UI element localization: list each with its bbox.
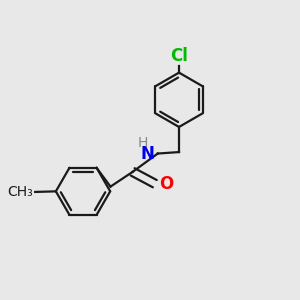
Text: O: O [159, 175, 173, 193]
Text: CH₃: CH₃ [7, 185, 33, 199]
Text: Cl: Cl [170, 47, 188, 65]
Text: H: H [137, 136, 148, 150]
Text: N: N [140, 145, 154, 163]
